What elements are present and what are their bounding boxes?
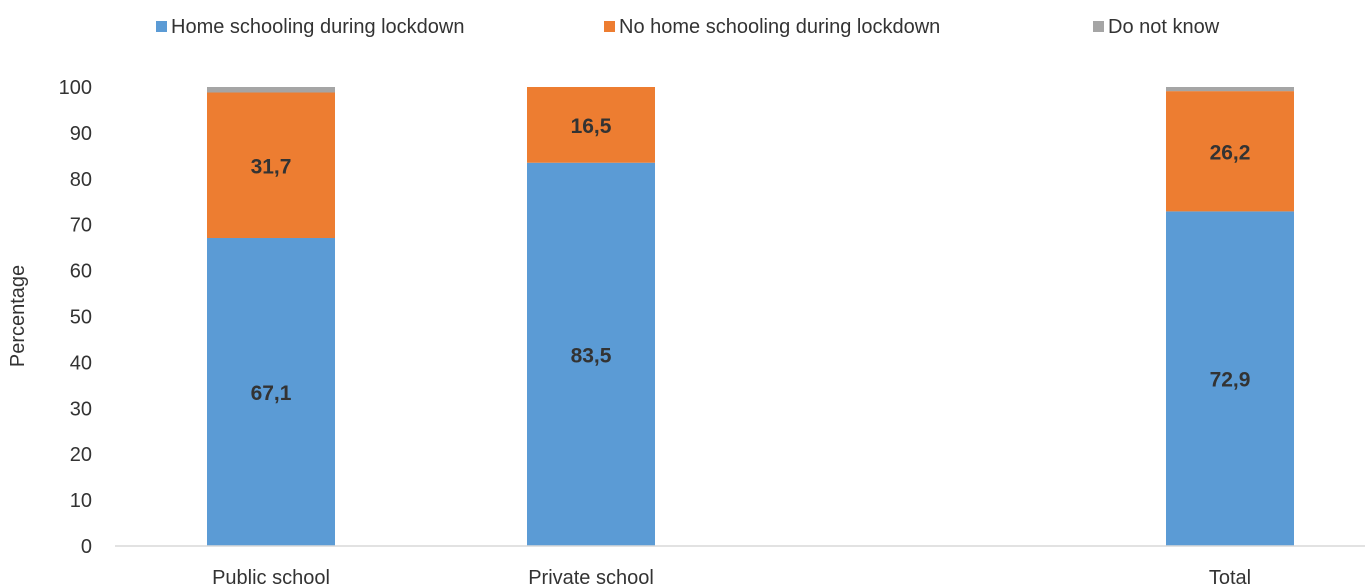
legend-item: No home schooling during lockdown — [604, 16, 940, 38]
legend-swatch — [1093, 21, 1104, 32]
y-tick-label: 0 — [81, 536, 92, 558]
bar-segment — [1166, 87, 1294, 92]
x-tick-label: Total — [1209, 567, 1251, 588]
y-tick-label: 60 — [70, 261, 92, 283]
bar-segment — [1166, 91, 1294, 212]
bar-segment — [207, 238, 335, 547]
x-axis: Public school Private school Total — [212, 567, 1251, 588]
data-label: 16,5 — [571, 115, 612, 138]
bar-stack: 83,5 16,5 — [527, 87, 655, 547]
legend-item: Home schooling during lockdown — [156, 16, 465, 38]
legend-label: Home schooling during lockdown — [171, 16, 465, 38]
data-label: 72,9 — [1210, 369, 1251, 392]
y-tick-label: 90 — [70, 123, 92, 145]
bar-stack: 67,1 31,7 — [207, 87, 335, 547]
bar-segment — [1166, 211, 1294, 547]
x-tick-label: Public school — [212, 567, 330, 588]
legend-swatch — [604, 21, 615, 32]
y-tick-label: 30 — [70, 398, 92, 420]
y-tick-label: 70 — [70, 215, 92, 237]
data-label: 26,2 — [1210, 141, 1251, 164]
y-tick-label: 40 — [70, 352, 92, 374]
x-tick-label: Private school — [528, 567, 654, 588]
data-label: 83,5 — [571, 344, 612, 367]
y-axis: 0 10 20 30 40 50 60 70 80 90 100 — [59, 77, 92, 558]
bar-segment — [207, 92, 335, 239]
bar-segment — [527, 87, 655, 163]
y-tick-label: 10 — [70, 490, 92, 512]
legend-label: Do not know — [1108, 16, 1220, 38]
legend-label: No home schooling during lockdown — [619, 16, 940, 38]
bar-segment — [527, 162, 655, 547]
y-tick-label: 50 — [70, 307, 92, 329]
bars: 67,1 31,7 83,5 16,5 72,9 26,2 — [207, 87, 1294, 547]
bar-stack: 72,9 26,2 — [1166, 87, 1294, 547]
legend: Home schooling during lockdown No home sc… — [156, 16, 1220, 38]
legend-item: Do not know — [1093, 16, 1220, 38]
bar-segment — [207, 87, 335, 93]
y-tick-label: 100 — [59, 77, 92, 99]
data-label: 67,1 — [251, 382, 292, 405]
data-label: 31,7 — [251, 155, 292, 178]
y-tick-label: 80 — [70, 169, 92, 191]
legend-swatch — [156, 21, 167, 32]
y-axis-title: Percentage — [7, 265, 29, 367]
y-tick-label: 20 — [70, 444, 92, 466]
